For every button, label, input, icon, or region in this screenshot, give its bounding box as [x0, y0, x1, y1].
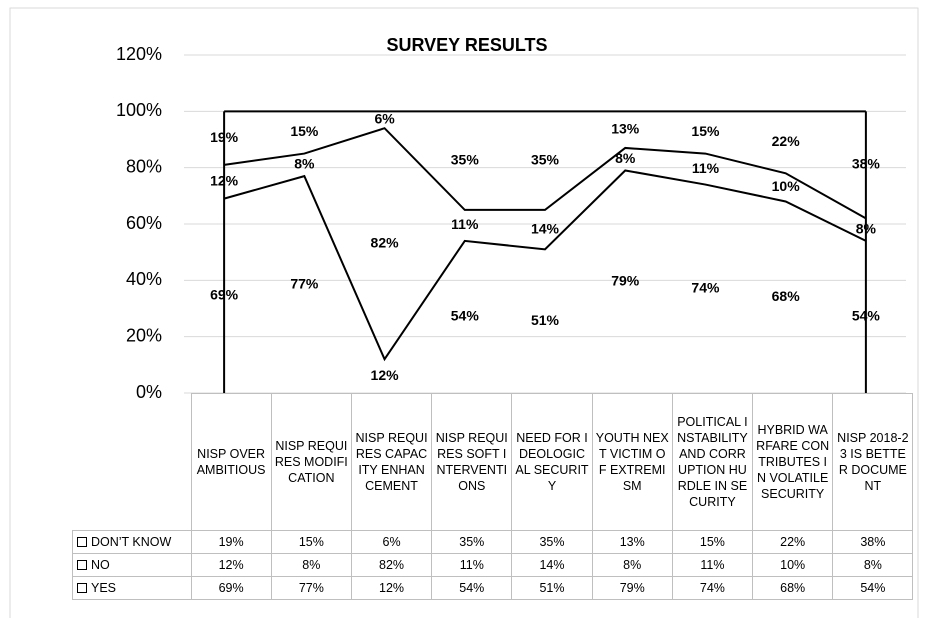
table-value: 11% — [671, 553, 754, 577]
table-value: 10% — [752, 553, 834, 577]
data-label: 35% — [531, 151, 560, 167]
y-tick-label: 80% — [126, 156, 162, 176]
data-label: 12% — [210, 172, 239, 188]
table-value: 15% — [270, 530, 352, 554]
table-corner — [72, 393, 192, 531]
table-header-row: NISP OVER AMBITIOUS NISP REQUIRES MODIFIC… — [72, 393, 914, 531]
table-value: 14% — [511, 553, 593, 577]
data-label: 51% — [531, 312, 560, 328]
data-label: 8% — [856, 220, 877, 236]
legend-label: DON’T KNOW — [91, 535, 172, 549]
legend-cell: DON’T KNOW — [72, 530, 192, 554]
table-value: 54% — [431, 576, 513, 600]
table-value: 12% — [350, 576, 433, 600]
y-tick-label: 60% — [126, 213, 162, 233]
y-tick-label: 120% — [116, 44, 162, 64]
table-value: 82% — [350, 553, 433, 577]
data-label: 79% — [611, 272, 640, 288]
legend-cell: NO — [72, 553, 192, 577]
legend-key — [77, 537, 87, 547]
data-label: 82% — [371, 234, 400, 250]
area-edge — [223, 169, 867, 362]
data-label: 15% — [290, 123, 319, 139]
category-label: HYBRID WARFARE CONTRIBUTES IN VOLATILE S… — [752, 393, 834, 531]
table-value: 12% — [190, 553, 272, 577]
category-label: NISP REQUIRES MODIFICATION — [270, 393, 352, 531]
table-row: DON’T KNOW 19% 15% 6% 35% 35% 13% 15% 22% 38% — [72, 530, 914, 554]
table-value: 79% — [591, 576, 673, 600]
legend-label: NO — [91, 558, 110, 572]
data-label: 11% — [451, 216, 479, 232]
table-value: 38% — [832, 530, 914, 554]
data-label: 6% — [374, 110, 395, 126]
data-label: 15% — [691, 123, 720, 139]
category-label: NISP REQUIRES CAPACITY ENHANCEMENT — [350, 393, 433, 531]
data-label: 13% — [611, 120, 640, 136]
chart-border — [9, 7, 919, 618]
table-value: 77% — [270, 576, 352, 600]
table-value: 8% — [832, 553, 914, 577]
table-value: 35% — [431, 530, 513, 554]
category-label: NISP OVER AMBITIOUS — [190, 393, 272, 531]
data-label: 38% — [852, 156, 881, 172]
table-row: YES 69% 77% 12% 54% 51% 79% 74% 68% 54% — [72, 576, 914, 600]
category-label: NISP 2018-23 IS BETTER DOCUMENT — [832, 393, 914, 531]
table-value: 13% — [591, 530, 673, 554]
data-label: 77% — [290, 275, 319, 291]
y-tick-label: 40% — [126, 269, 162, 289]
data-label: 8% — [615, 150, 636, 166]
data-label: 22% — [772, 133, 801, 149]
data-label: 19% — [210, 129, 239, 145]
table-value: 68% — [752, 576, 834, 600]
y-tick-label: 20% — [126, 325, 162, 345]
data-label: 54% — [852, 308, 881, 324]
y-tick-label: 100% — [116, 100, 162, 120]
category-label: YOUTH NEXT VICTIM OF EXTREMISM — [591, 393, 673, 531]
table-value: 8% — [270, 553, 352, 577]
table-value: 15% — [671, 530, 754, 554]
category-label: NEED FOR IDEOLOGICAL SECURITY — [511, 393, 593, 531]
data-label: 69% — [210, 287, 239, 303]
data-label: 11% — [692, 160, 720, 176]
table-value: 22% — [752, 530, 834, 554]
data-label: 10% — [772, 178, 801, 194]
data-table: NISP OVER AMBITIOUS NISP REQUIRES MODIFIC… — [72, 393, 914, 600]
data-label: 12% — [371, 367, 400, 383]
table-value: 19% — [190, 530, 272, 554]
table-value: 11% — [431, 553, 513, 577]
table-row: NO 12% 8% 82% 11% 14% 8% 11% 10% 8% — [72, 553, 914, 577]
data-label: 14% — [531, 220, 560, 236]
table-value: 69% — [190, 576, 272, 600]
data-label: 54% — [451, 308, 480, 324]
chart-title: SURVEY RESULTS — [386, 35, 547, 55]
legend-key — [77, 560, 87, 570]
legend-label: YES — [91, 581, 117, 595]
table-value: 54% — [832, 576, 914, 600]
legend-cell: YES — [72, 576, 192, 600]
data-label: 8% — [294, 156, 315, 172]
data-label: 74% — [691, 279, 720, 295]
table-value: 74% — [671, 576, 754, 600]
legend-key — [77, 583, 87, 593]
table-value: 6% — [350, 530, 433, 554]
category-label: NISP REQUIRES SOFT INTERVENTIONS — [431, 393, 513, 531]
table-value: 51% — [511, 576, 593, 600]
data-label: 68% — [772, 288, 801, 304]
table-value: 8% — [591, 553, 673, 577]
area-edge — [223, 127, 867, 220]
table-value: 35% — [511, 530, 593, 554]
data-label: 35% — [451, 151, 480, 167]
category-label: POLITICAL INSTABILITY AND CORRUPTION HUR… — [671, 393, 754, 531]
